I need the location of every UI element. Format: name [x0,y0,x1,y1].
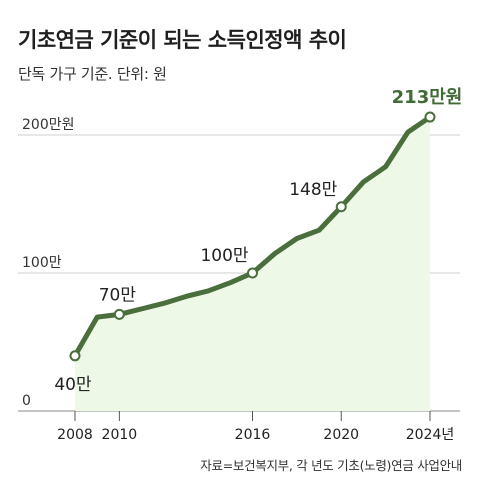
y-tick-label-1: 100만 [22,255,62,271]
chart-subtitle: 단독 가구 기준. 단위: 원 [18,65,167,83]
x-tick-label-0: 2008 [57,427,93,443]
data-point-marker-4 [424,111,436,123]
data-label-4: 213만원 [392,87,463,108]
data-label-0: 40만 [54,375,92,395]
x-tick-label-3: 2020 [323,427,359,443]
series-area [75,117,430,411]
axis-layer: 0 100만 200만원 2008 2010 2016 2020 2024년 [22,117,454,443]
data-point-marker-1 [113,308,125,320]
data-point-marker-2 [247,267,258,279]
area-layer [75,117,430,411]
data-point-marker-3 [335,201,347,213]
chart-title: 기초연금 기준이 되는 소득인정액 추이 [18,28,347,52]
label-layer: 40만 70만 100만 148만 213만원 [54,87,462,395]
x-tick-label-1: 2010 [102,427,138,443]
y-tick-label-2: 200만원 [22,117,74,133]
data-label-2: 100만 [200,246,248,266]
source-note: 자료=보건복지부, 각 년도 기초(노령)연금 사업안내 [200,458,462,473]
x-tick-label-2: 2016 [235,427,271,443]
data-label-3: 148만 [289,180,337,200]
data-point-marker-0 [69,350,81,362]
y-tick-label-0: 0 [22,393,31,409]
x-tick-label-4: 2024년 [406,427,455,443]
data-label-1: 70만 [99,285,137,305]
